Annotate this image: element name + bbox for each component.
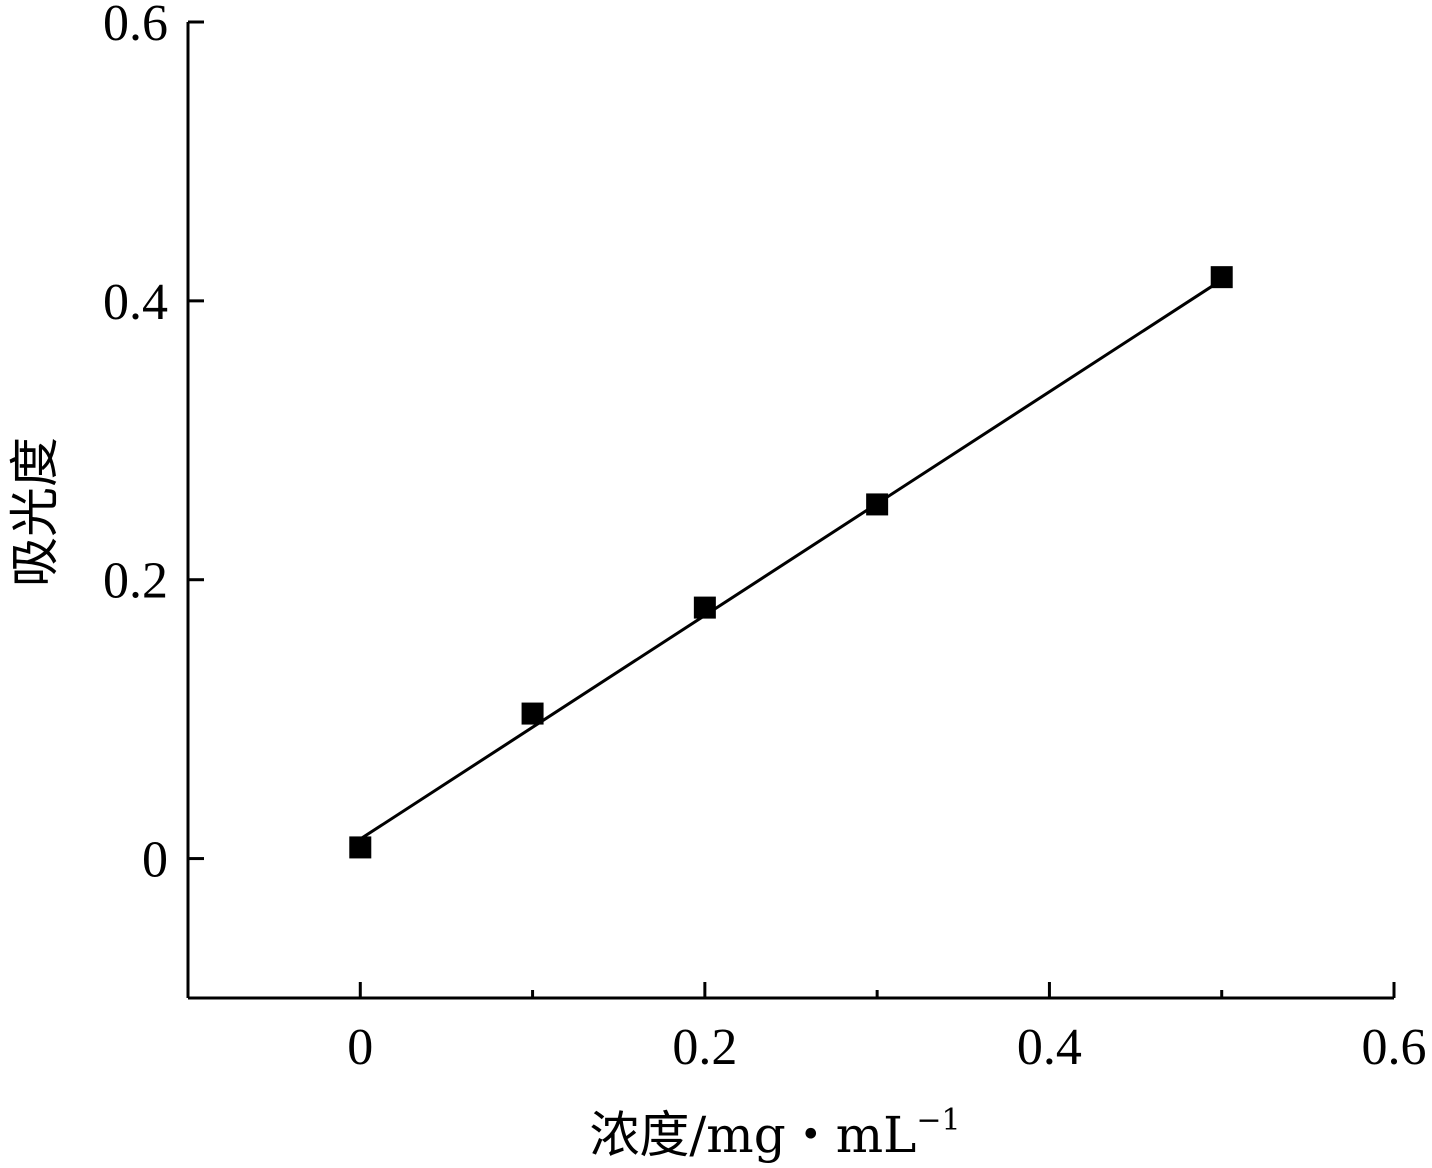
y-tick-label: 0.2 [103, 553, 168, 610]
tick-labels: 0 0.2 0.4 0.6 0 0.2 0.4 0.6 [103, 0, 1427, 1076]
ticks [188, 20, 1396, 998]
data-point [1210, 266, 1233, 289]
data-point [349, 836, 372, 859]
data-points [349, 266, 1233, 859]
y-tick-label: 0 [142, 832, 168, 889]
y-axis-title: 吸光度 [6, 437, 64, 587]
x-tick-label: 0.4 [1017, 1019, 1082, 1076]
y-tick-label: 0.6 [103, 0, 168, 52]
x-axis-title-superscript: −1 [916, 1103, 960, 1138]
x-tick-label: 0.6 [1362, 1019, 1427, 1076]
data-point [866, 493, 889, 516]
x-axis-title: 浓度/mg・mL−1 [589, 1103, 960, 1164]
fit-line [359, 278, 1223, 841]
data-point [521, 702, 544, 725]
x-tick-label: 0.2 [672, 1019, 737, 1076]
x-tick-label: 0 [347, 1019, 373, 1076]
y-tick-label: 0.4 [103, 274, 168, 331]
axes [186, 22, 1394, 1000]
data-point [693, 596, 716, 619]
fit-line-group [359, 278, 1223, 841]
